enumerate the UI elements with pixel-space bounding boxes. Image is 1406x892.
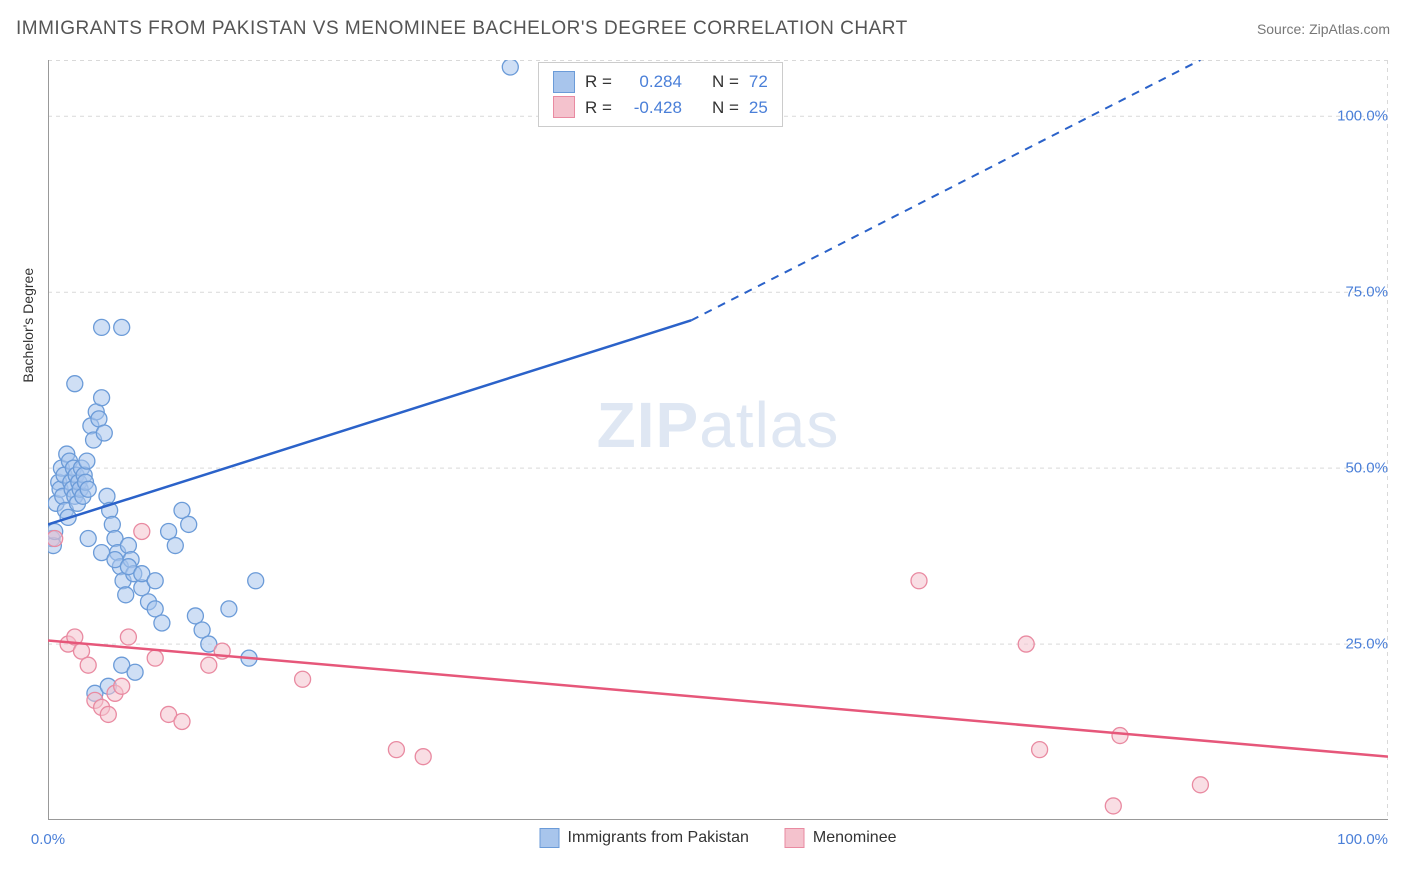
menominee-point — [415, 749, 431, 765]
legend-bottom: Immigrants from Pakistan Menominee — [540, 828, 897, 848]
stats-box: R = 0.284 N = 72 R = -0.428 N = 25 — [538, 62, 783, 127]
menominee-point — [1192, 777, 1208, 793]
pakistan-swatch-icon — [553, 71, 575, 93]
menominee-point — [48, 531, 63, 547]
menominee-point — [114, 678, 130, 694]
y-axis-label: Bachelor's Degree — [20, 268, 36, 383]
pakistan-point — [120, 538, 136, 554]
menominee-point — [1018, 636, 1034, 652]
stats-row-menominee: R = -0.428 N = 25 — [553, 95, 768, 121]
pakistan-point — [94, 319, 110, 335]
scatter-plot — [48, 60, 1388, 820]
pakistan-point — [79, 453, 95, 469]
y-tick-label: 50.0% — [1345, 460, 1388, 477]
menominee-point — [1105, 798, 1121, 814]
pakistan-point — [167, 538, 183, 554]
chart-title: IMMIGRANTS FROM PAKISTAN VS MENOMINEE BA… — [16, 18, 908, 40]
pakistan-point — [94, 390, 110, 406]
pakistan-point — [181, 516, 197, 532]
pakistan-point — [80, 531, 96, 547]
pakistan-point — [154, 615, 170, 631]
menominee-point — [100, 706, 116, 722]
menominee-legend-swatch-icon — [785, 828, 805, 848]
menominee-point — [174, 713, 190, 729]
pakistan-legend-swatch-icon — [540, 828, 560, 848]
menominee-trendline — [48, 641, 1388, 757]
pakistan-point — [221, 601, 237, 617]
y-tick-label: 25.0% — [1345, 636, 1388, 653]
menominee-point — [1112, 728, 1128, 744]
pakistan-point — [118, 587, 134, 603]
menominee-point — [911, 573, 927, 589]
legend-item-pakistan: Immigrants from Pakistan — [540, 828, 749, 848]
menominee-point — [201, 657, 217, 673]
source-label: Source: ZipAtlas.com — [1257, 21, 1390, 37]
menominee-point — [147, 650, 163, 666]
n-label: N = — [712, 95, 739, 121]
r-label: R = — [585, 69, 612, 95]
x-tick-max: 100.0% — [1337, 831, 1388, 848]
pakistan-point — [502, 60, 518, 75]
menominee-r-value: -0.428 — [622, 95, 682, 121]
legend-item-menominee: Menominee — [785, 828, 897, 848]
menominee-point — [1032, 742, 1048, 758]
pakistan-point — [96, 425, 112, 441]
menominee-swatch-icon — [553, 96, 575, 118]
y-tick-label: 75.0% — [1345, 284, 1388, 301]
pakistan-r-value: 0.284 — [622, 69, 682, 95]
menominee-point — [388, 742, 404, 758]
pakistan-point — [67, 376, 83, 392]
pakistan-point — [127, 664, 143, 680]
pakistan-point — [99, 488, 115, 504]
pakistan-legend-label: Immigrants from Pakistan — [568, 829, 749, 847]
pakistan-point — [80, 481, 96, 497]
stats-row-pakistan: R = 0.284 N = 72 — [553, 69, 768, 95]
pakistan-point — [104, 516, 120, 532]
menominee-point — [295, 671, 311, 687]
menominee-n-value: 25 — [749, 95, 768, 121]
menominee-legend-label: Menominee — [813, 829, 897, 847]
menominee-point — [80, 657, 96, 673]
pakistan-point — [248, 573, 264, 589]
y-tick-label: 100.0% — [1337, 108, 1388, 125]
pakistan-point — [114, 319, 130, 335]
x-tick-min: 0.0% — [31, 831, 65, 848]
menominee-point — [120, 629, 136, 645]
pakistan-n-value: 72 — [749, 69, 768, 95]
menominee-point — [134, 523, 150, 539]
pakistan-point — [147, 573, 163, 589]
chart-area: Bachelor's Degree ZIPatlas R =0.284N =72… — [48, 60, 1388, 820]
r-label: R = — [585, 95, 612, 121]
n-label: N = — [712, 69, 739, 95]
pakistan-trendline — [48, 320, 691, 524]
